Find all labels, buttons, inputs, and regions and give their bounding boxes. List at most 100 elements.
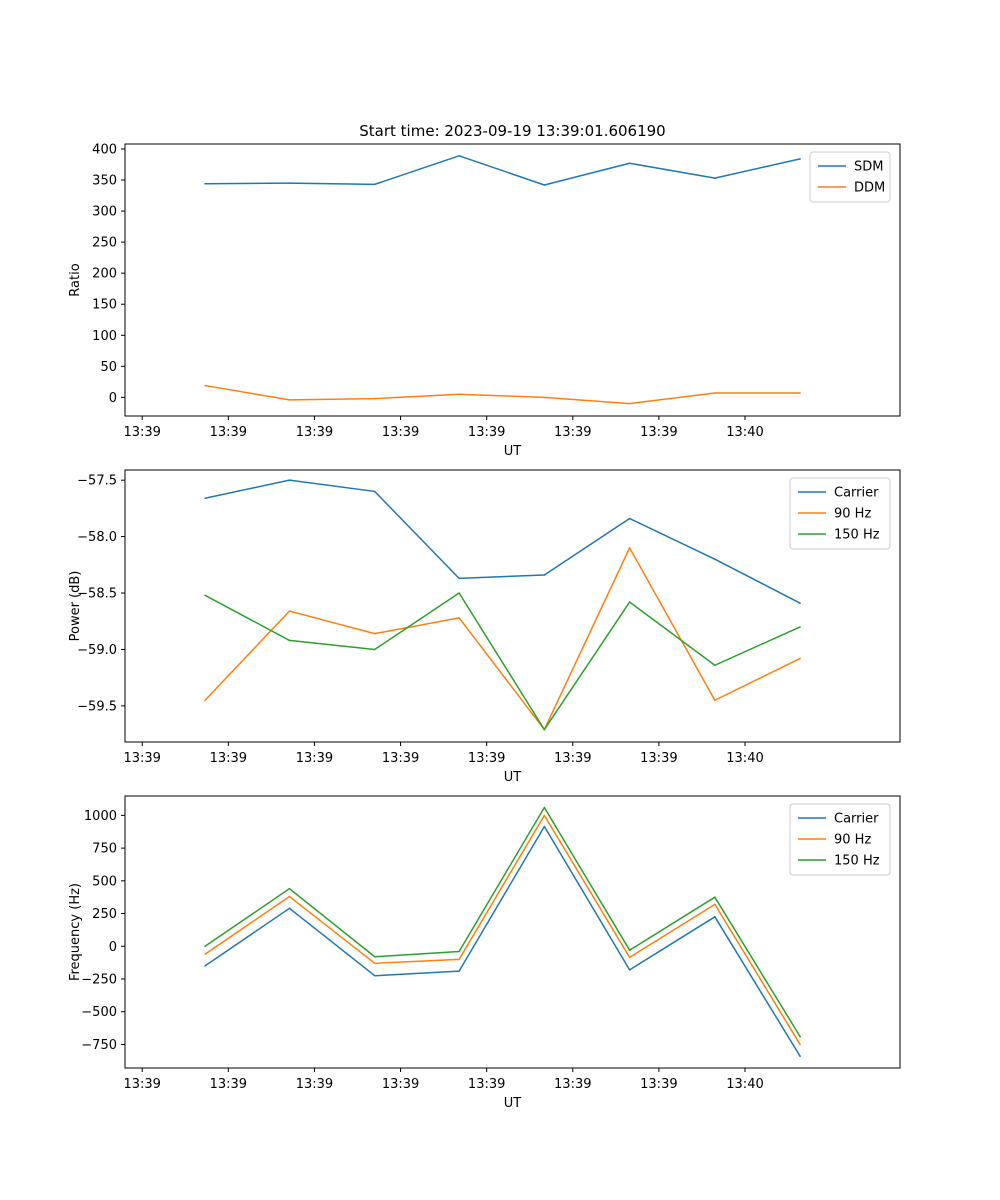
legend-label: SDM — [854, 160, 883, 175]
chart-panel-3: 13:39 13:39 13:39 13:39 13:39 13:39 13:39 13:40… — [68, 795, 901, 1111]
x-axis-label: UT — [504, 444, 522, 459]
data-point — [628, 547, 631, 549]
data-point — [543, 814, 546, 817]
data-point — [288, 610, 291, 612]
legend-box — [789, 803, 891, 876]
y-tick-label: 250 — [92, 907, 117, 922]
y-axis-label: Power (dB) — [68, 571, 83, 642]
chart-panel-2: 13:39 13:39 13:39 13:39 13:39 13:39 13:39 13:40… — [68, 469, 901, 785]
legend-label: DDM — [854, 181, 885, 196]
chart-title: Start time: 2023-09-19 13:39:01.606190 — [359, 122, 665, 140]
y-tick-label: 750 — [92, 842, 117, 857]
data-point — [373, 397, 376, 400]
data-point — [714, 177, 716, 179]
data-point — [288, 639, 291, 642]
legend-label: Carrier — [834, 812, 879, 827]
y-tick-label: 400 — [92, 142, 117, 157]
x-tick-label: 13:39 — [640, 1077, 677, 1092]
y-tick-label: 350 — [92, 174, 117, 189]
series-line-carrier — [204, 825, 801, 1057]
data-point — [288, 907, 291, 910]
x-tick-label: 13:39 — [554, 1077, 591, 1092]
data-point — [714, 392, 716, 394]
data-point — [543, 184, 546, 186]
data-point — [458, 950, 460, 953]
x-tick-label: 13:40 — [726, 751, 763, 766]
x-tick-label: 13:39 — [123, 425, 160, 440]
y-tick-label: −500 — [81, 1005, 117, 1020]
data-point — [799, 1055, 801, 1058]
data-point — [204, 699, 206, 702]
series-line-ddm — [204, 384, 801, 405]
data-point — [628, 402, 631, 405]
x-tick-label: 13:39 — [296, 425, 333, 440]
data-point — [288, 399, 291, 401]
x-tick-label: 13:40 — [726, 1077, 763, 1092]
y-tick-label: −58.0 — [77, 530, 117, 545]
legend-label: Carrier — [834, 486, 879, 501]
legend-label: 150 Hz — [834, 528, 880, 543]
legend-label: 90 Hz — [834, 507, 871, 522]
data-point — [458, 958, 460, 961]
x-axis-label: UT — [504, 770, 522, 785]
data-point — [714, 664, 716, 667]
legend-label: 150 Hz — [834, 854, 880, 869]
x-tick-label: 13:39 — [554, 425, 591, 440]
data-point — [204, 953, 206, 955]
data-point — [543, 728, 546, 731]
y-tick-label: −250 — [81, 972, 117, 987]
series-line-90-hz — [204, 547, 801, 731]
x-tick-label: 13:39 — [468, 751, 505, 766]
data-point — [628, 956, 631, 959]
data-point — [204, 594, 206, 597]
x-tick-label: 13:39 — [296, 1077, 333, 1092]
data-point — [288, 887, 291, 890]
axes-frame — [124, 795, 901, 1069]
data-point — [373, 490, 376, 493]
y-tick-label: 0 — [109, 391, 117, 406]
data-point — [458, 970, 460, 972]
x-tick-label: 13:39 — [210, 425, 247, 440]
data-point — [799, 1035, 801, 1038]
data-point — [373, 974, 376, 977]
data-point — [799, 158, 801, 160]
data-point — [543, 825, 546, 828]
x-tick-label: 13:39 — [640, 751, 677, 766]
data-point — [458, 592, 460, 594]
x-tick-label: 13:39 — [210, 751, 247, 766]
y-tick-label: 50 — [100, 360, 117, 375]
data-point — [373, 183, 376, 186]
y-tick-label: −57.5 — [77, 474, 117, 489]
data-point — [799, 626, 801, 628]
y-tick-label: −750 — [81, 1038, 117, 1053]
data-point — [288, 895, 291, 898]
x-tick-label: 13:39 — [554, 751, 591, 766]
y-tick-label: 150 — [92, 298, 117, 313]
chart-panel-1: Start time: 2023-09-19 13:39:01.606190 13… — [68, 122, 901, 459]
x-tick-label: 13:39 — [468, 425, 505, 440]
y-tick-label: 500 — [92, 874, 117, 889]
legend: Carrier 90 Hz 150 Hz — [789, 803, 891, 876]
x-tick-label: 13:39 — [382, 1077, 419, 1092]
legend: Carrier 90 Hz 150 Hz — [789, 477, 891, 550]
data-point — [373, 632, 376, 635]
x-axis-label: UT — [504, 1096, 522, 1111]
legend-label: 90 Hz — [834, 833, 871, 848]
legend-box — [809, 151, 891, 203]
data-point — [628, 517, 631, 520]
data-point — [373, 648, 376, 651]
data-point — [799, 657, 801, 660]
x-tick-label: 13:39 — [468, 1077, 505, 1092]
data-point — [458, 617, 460, 619]
y-tick-label: −59.0 — [77, 643, 117, 658]
data-point — [714, 896, 716, 898]
y-tick-label: 1000 — [84, 809, 117, 824]
y-tick-label: 100 — [92, 329, 117, 344]
legend-box — [789, 477, 891, 550]
series-line-sdm — [205, 155, 801, 186]
x-tick-label: 13:39 — [296, 751, 333, 766]
data-point — [543, 574, 546, 576]
x-tick-label: 13:39 — [210, 1077, 247, 1092]
x-tick-label: 13:39 — [640, 425, 677, 440]
